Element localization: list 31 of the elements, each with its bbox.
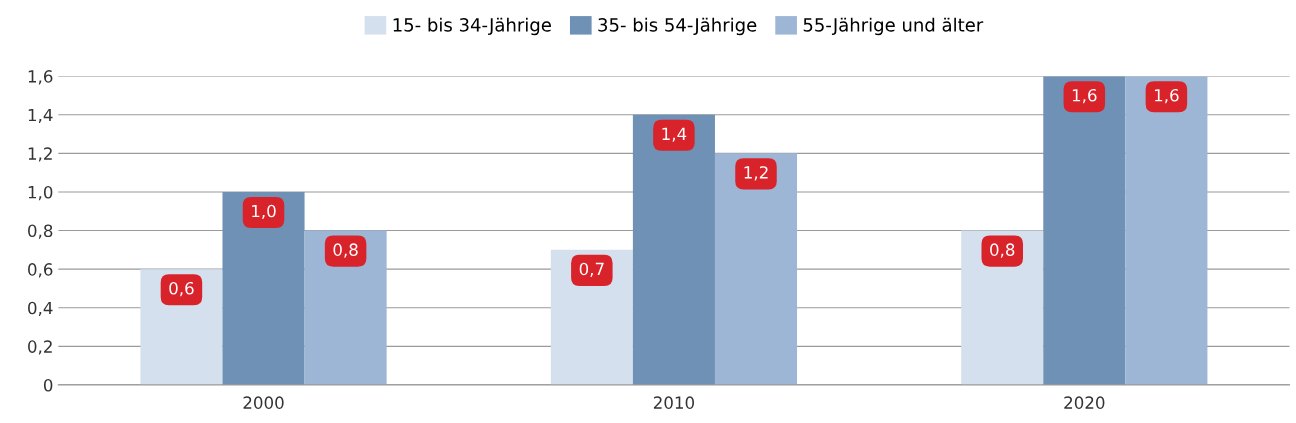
y-tick-label: 0,6 [28,263,53,278]
text: 1,6 [1072,88,1097,104]
y-tick-label: 0,8 [28,224,53,239]
y-tick-label: 1,2 [28,147,52,162]
bar [961,230,1044,385]
bar [1125,76,1208,385]
text: 0,8 [333,243,358,258]
x-tick-label: 2020 [1064,396,1105,409]
y-tick-label: 1,0 [28,185,53,201]
bar [304,230,387,385]
legend-label: 15- bis 34-Jährige [393,17,551,36]
text: 1,0 [252,204,276,220]
y-tick-label: 1,4 [28,108,53,124]
text: 0,8 [990,243,1015,258]
text: 1,6 [1154,88,1179,104]
y-tick-label: 1,6 [28,70,53,85]
legend-label: 55-Jährige und älter [803,17,984,36]
x-tick-label: 2010 [653,396,695,409]
y-tick-label: 0,4 [28,301,53,316]
bar [1043,76,1126,385]
y-tick-label: 0,2 [28,340,52,355]
legend-label: 35- bis 54-Jährige [598,17,757,36]
text: 1,2 [744,166,768,181]
text: 0,6 [169,281,194,297]
bar [632,114,715,385]
bar [714,153,798,385]
y-tick-label: 0 [43,378,53,392]
text: 0,7 [579,262,604,277]
text: 1,4 [662,127,687,142]
bar [222,191,305,385]
x-tick-label: 2000 [243,396,284,409]
